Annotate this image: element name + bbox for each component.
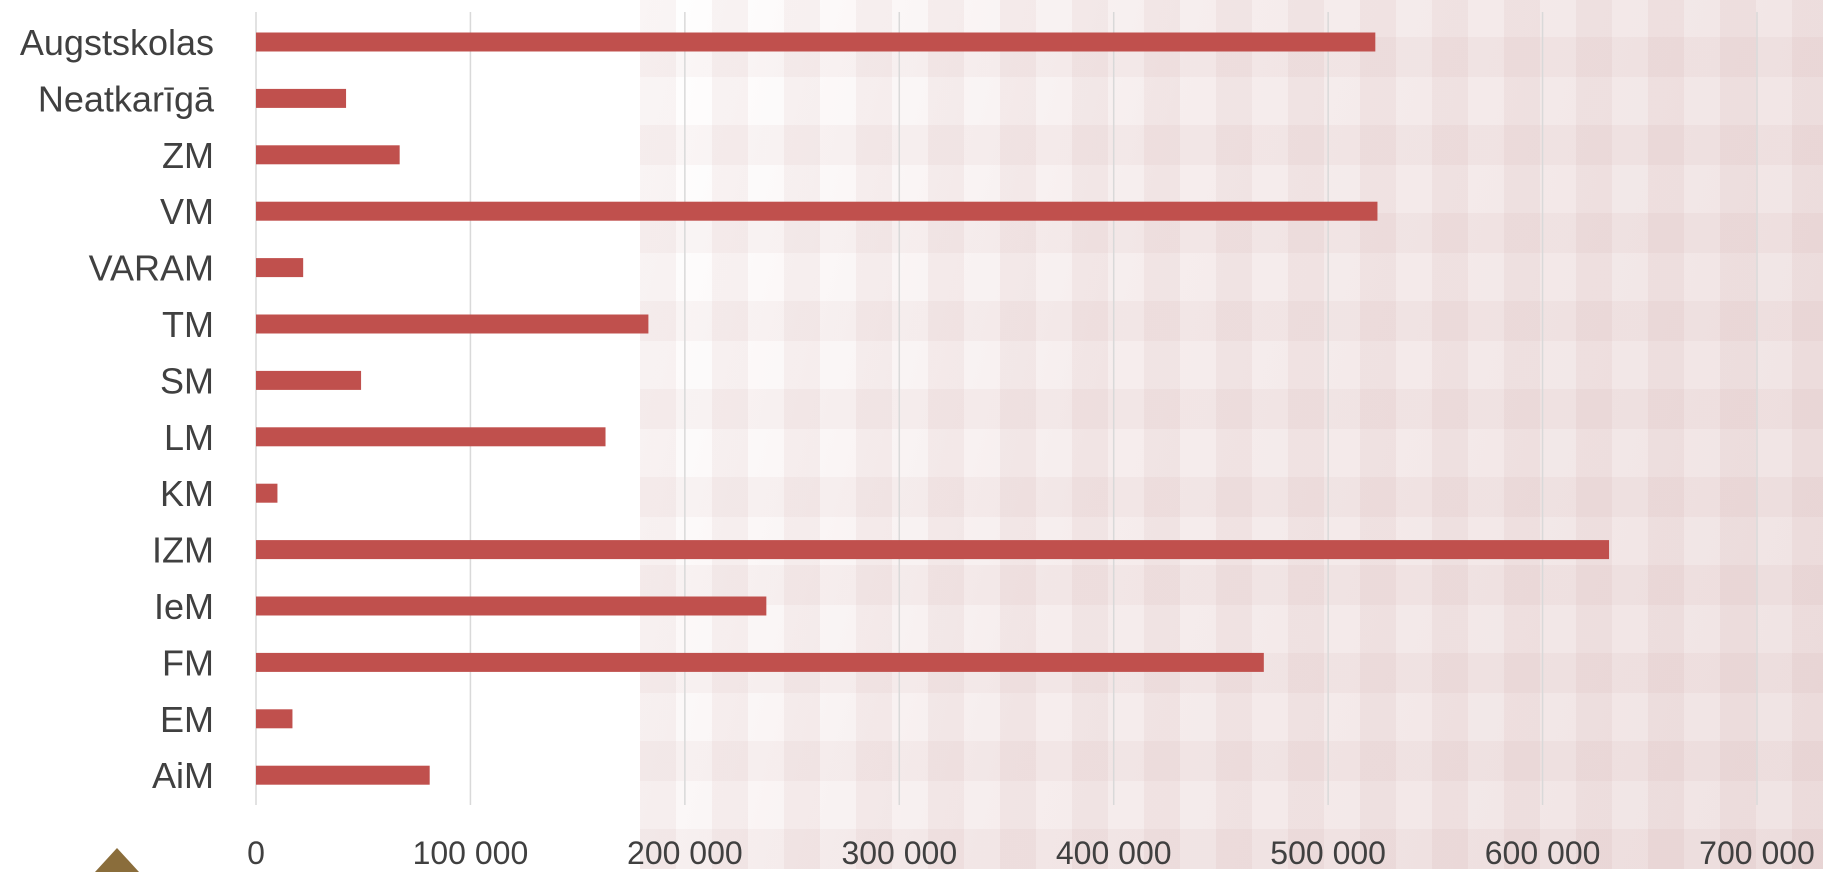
- category-label: IeM: [154, 586, 214, 627]
- x-tick-label: 400 000: [1056, 835, 1172, 869]
- category-label: VM: [160, 191, 214, 232]
- category-label: EM: [160, 699, 214, 740]
- category-label: Augstskolas: [20, 22, 214, 63]
- category-label: FM: [162, 642, 214, 683]
- category-label: TM: [162, 304, 214, 345]
- x-tick-label: 0: [247, 835, 265, 869]
- bar: [256, 258, 304, 278]
- x-tick-labels: 0 100 000 200 000 300 000 400 000 500 000 600 …: [247, 835, 1815, 869]
- background-building-photo: [640, 0, 1823, 869]
- bars: [256, 32, 1610, 785]
- category-label: ZM: [162, 135, 214, 176]
- bar: [256, 145, 400, 165]
- bar: [256, 370, 362, 390]
- bar: [256, 483, 278, 503]
- category-label: AiM: [152, 755, 214, 796]
- category-label: IZM: [152, 530, 214, 571]
- category-label: Neatkarīgā: [38, 78, 215, 119]
- bar: [256, 32, 1376, 52]
- x-tick-label: 700 000: [1699, 835, 1815, 869]
- bar: [256, 709, 293, 729]
- bar: [256, 765, 430, 785]
- logo-icon: [95, 848, 139, 872]
- x-tick-label: 200 000: [627, 835, 743, 869]
- bar: [256, 596, 767, 616]
- category-label: SM: [160, 360, 214, 401]
- bar: [256, 540, 1610, 560]
- x-tick-label: 500 000: [1270, 835, 1386, 869]
- bar: [256, 427, 606, 447]
- category-label: LM: [164, 417, 214, 458]
- bar: [256, 88, 347, 108]
- x-tick-label: 300 000: [841, 835, 957, 869]
- bar: [256, 314, 649, 334]
- bar: [256, 652, 1264, 672]
- bar: [256, 201, 1378, 221]
- category-labels: Augstskolas Neatkarīgā ZM VM VARAM TM SM LM KM IZ…: [20, 22, 215, 796]
- x-tick-label: 100 000: [413, 835, 529, 869]
- x-tick-label: 600 000: [1485, 835, 1601, 869]
- gridlines: [255, 12, 1758, 805]
- category-label: KM: [160, 473, 214, 514]
- category-label: VARAM: [89, 248, 214, 289]
